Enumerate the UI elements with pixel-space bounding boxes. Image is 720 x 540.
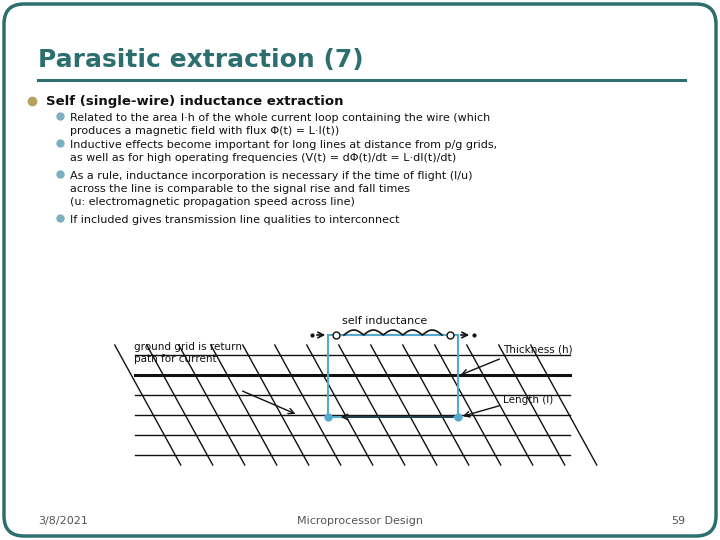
Text: 3/8/2021: 3/8/2021: [38, 516, 88, 526]
Text: Self (single-wire) inductance extraction: Self (single-wire) inductance extraction: [46, 95, 343, 108]
Text: Related to the area l·h of the whole current loop containing the wire (which
pro: Related to the area l·h of the whole cur…: [70, 113, 490, 136]
Text: Parasitic extraction (7): Parasitic extraction (7): [38, 48, 364, 72]
Text: self inductance: self inductance: [343, 316, 428, 326]
Text: ground grid is return
path for current: ground grid is return path for current: [134, 342, 242, 364]
FancyBboxPatch shape: [4, 4, 716, 536]
Text: 59: 59: [671, 516, 685, 526]
Text: If included gives transmission line qualities to interconnect: If included gives transmission line qual…: [70, 215, 400, 225]
Text: Thickness (h): Thickness (h): [503, 344, 572, 354]
Text: As a rule, inductance incorporation is necessary if the time of flight (l/u)
acr: As a rule, inductance incorporation is n…: [70, 171, 472, 207]
Text: Inductive effects become important for long lines at distance from p/g grids,
as: Inductive effects become important for l…: [70, 140, 497, 163]
Bar: [328, 335, 458, 417]
Text: Microprocessor Design: Microprocessor Design: [297, 516, 423, 526]
Text: Length (l): Length (l): [503, 395, 553, 405]
